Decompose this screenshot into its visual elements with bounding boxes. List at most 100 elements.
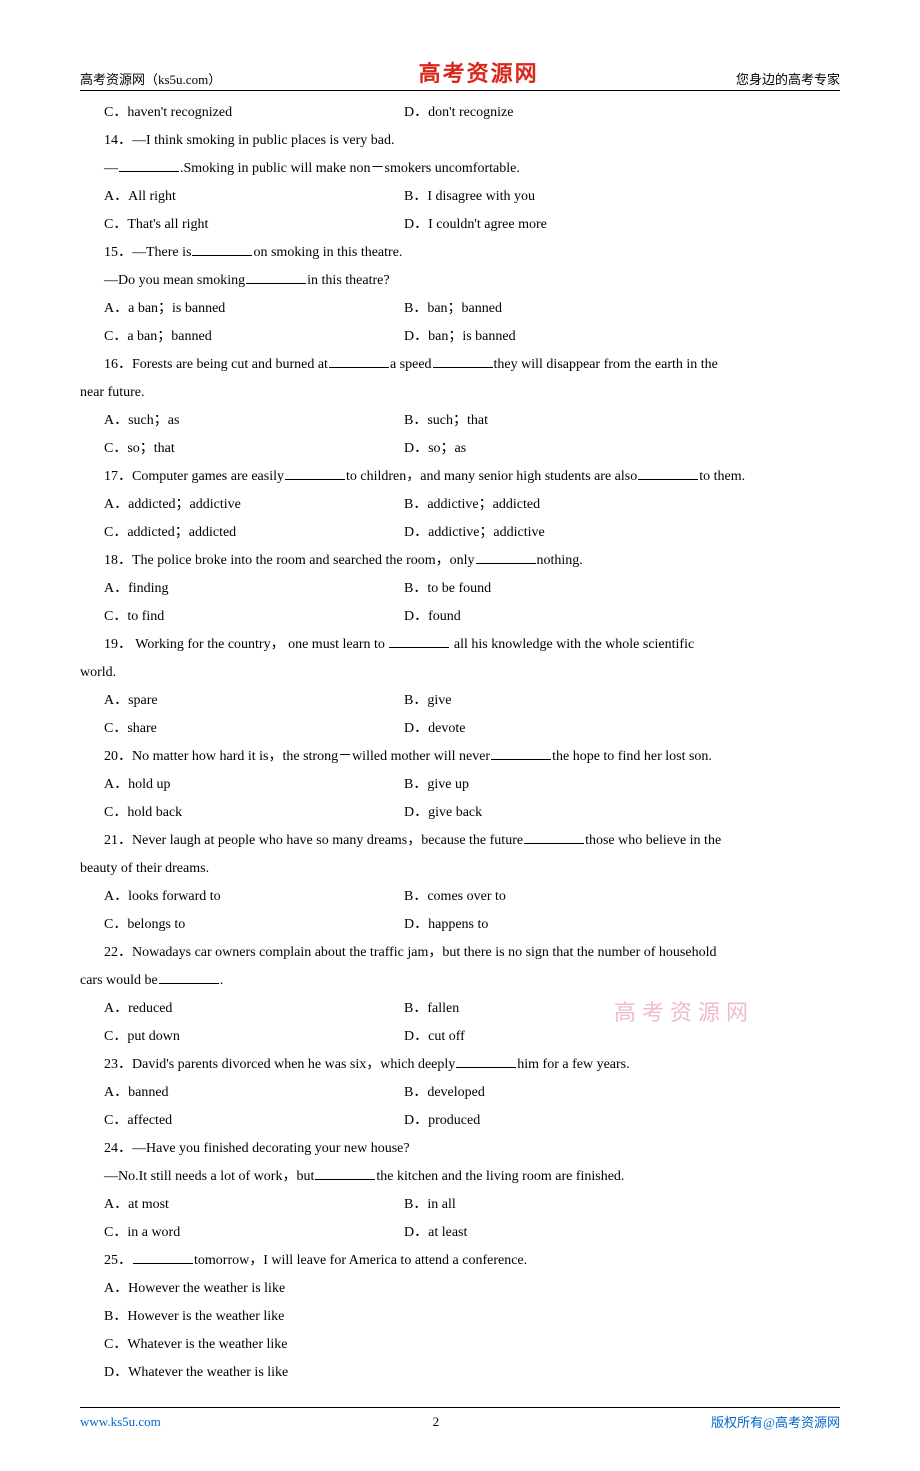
q16-option-c: C．so；that (104, 435, 404, 463)
q19-stem1: 19． Working for the country， one must le… (80, 631, 840, 659)
q21-stem1: 21．Never laugh at people who have so man… (80, 827, 840, 855)
q16-stem1c: they will disappear from the earth in th… (494, 357, 718, 372)
q17-stem1c: to them. (699, 469, 745, 484)
q15-options-cd: C．a ban；banned D．ban；is banned (104, 323, 840, 351)
q16-options-ab: A．such；as B．such；that (104, 407, 840, 435)
blank (476, 550, 536, 564)
blank (524, 830, 584, 844)
blank (456, 1054, 516, 1068)
q15-stem1b: on smoking in this theatre. (253, 245, 402, 260)
q17-stem1b: to children，and many senior high student… (346, 469, 637, 484)
q19-options-ab: A．spare B．give (104, 687, 840, 715)
q15-option-d: D．ban；is banned (404, 323, 840, 351)
q17-stem1a: 17．Computer games are easily (104, 469, 284, 484)
q16-options-cd: C．so；that D．so；as (104, 435, 840, 463)
footer-right-copyright: 版权所有@高考资源网 (711, 1412, 840, 1431)
blank (133, 1250, 193, 1264)
q22-stem2: cars would be. (80, 967, 840, 995)
q14-option-c: C．That's all right (104, 211, 404, 239)
blank (638, 466, 698, 480)
q20-option-c: C．hold back (104, 799, 404, 827)
q18-options-ab: A．finding B．to be found (104, 575, 840, 603)
q14-options-ab: A．All right B．I disagree with you (104, 183, 840, 211)
q14-options-cd: C．That's all right D．I couldn't agree mo… (104, 211, 840, 239)
q14-cont: — .Smoking in public will make non－smoker… (80, 155, 840, 183)
header-left-text: 高考资源网（ks5u.com） (80, 69, 221, 88)
q16-option-d: D．so；as (404, 435, 840, 463)
q24-stem2a: —No.It still needs a lot of work，but (104, 1169, 314, 1184)
q20-option-b: B．give up (404, 771, 840, 799)
q18-stem1a: 18．The police broke into the room and se… (104, 553, 475, 568)
q13-option-d: D．don't recognize (404, 99, 840, 127)
q16-stem1b: a speed (390, 357, 432, 372)
q24-option-a: A．at most (104, 1191, 404, 1219)
q19-option-a: A．spare (104, 687, 404, 715)
q18-stem1b: nothing. (537, 553, 583, 568)
q16-stem2: near future. (80, 379, 840, 407)
q20-options-cd: C．hold back D．give back (104, 799, 840, 827)
q24-options-cd: C．in a word D．at least (104, 1219, 840, 1247)
blank (246, 270, 306, 284)
q24-option-b: B．in all (404, 1191, 840, 1219)
blank (119, 158, 179, 172)
header-right-text: 您身边的高考专家 (736, 69, 840, 88)
q20-option-a: A．hold up (104, 771, 404, 799)
q14-option-d: D．I couldn't agree more (404, 211, 840, 239)
q25-stem1b: tomorrow，I will leave for America to att… (194, 1253, 527, 1268)
q20-options-ab: A．hold up B．give up (104, 771, 840, 799)
blank (285, 466, 345, 480)
q21-option-b: B．comes over to (404, 883, 840, 911)
footer-left-url: www.ks5u.com (80, 1414, 161, 1430)
q14-cont-a: — (104, 161, 118, 176)
q24-stem2b: the kitchen and the living room are fini… (376, 1169, 624, 1184)
q21-options-cd: C．belongs to D．happens to (104, 911, 840, 939)
q24-stem2: —No.It still needs a lot of work，but the … (80, 1163, 840, 1191)
blank (329, 354, 389, 368)
q19-options-cd: C．share D．devote (104, 715, 840, 743)
blank (389, 634, 449, 648)
q23-stem1a: 23．David's parents divorced when he was … (104, 1057, 455, 1072)
header-center-logo: 高考资源网 (419, 56, 539, 88)
q19-option-d: D．devote (404, 715, 840, 743)
q22-option-c: C．put down (104, 1023, 404, 1051)
q14-cont-b: .Smoking in public will make non－smokers… (180, 161, 520, 176)
q23-option-d: D．produced (404, 1107, 840, 1135)
q14-option-b: B．I disagree with you (404, 183, 840, 211)
q18-option-b: B．to be found (404, 575, 840, 603)
q25-option-a: A．However the weather is like (104, 1275, 840, 1303)
q25-stem1a: 25． (104, 1253, 132, 1268)
q17-options-ab: A．addicted；addictive B．addictive；addicte… (104, 491, 840, 519)
q17-option-a: A．addicted；addictive (104, 491, 404, 519)
q19-option-b: B．give (404, 687, 840, 715)
q15-option-a: A．a ban；is banned (104, 295, 404, 323)
q22-stem2a: cars would be (80, 973, 158, 988)
q15-options-ab: A．a ban；is banned B．ban；banned (104, 295, 840, 323)
q20-option-d: D．give back (404, 799, 840, 827)
blank (315, 1166, 375, 1180)
q22-stem2b: . (220, 973, 224, 988)
q18-option-d: D．found (404, 603, 840, 631)
q16-stem1: 16．Forests are being cut and burned ata … (80, 351, 840, 379)
q18-options-cd: C．to find D．found (104, 603, 840, 631)
page-footer: www.ks5u.com 2 版权所有@高考资源网 (80, 1407, 840, 1431)
q13-option-c: C．haven't recognized (104, 99, 404, 127)
q23-options-ab: A．banned B．developed (104, 1079, 840, 1107)
q23-stem1b: him for a few years. (517, 1057, 629, 1072)
q15-stem2: —Do you mean smokingin this theatre? (80, 267, 840, 295)
q24-option-d: D．at least (404, 1219, 840, 1247)
q21-option-d: D．happens to (404, 911, 840, 939)
blank (192, 242, 252, 256)
q14-stem: 14．—I think smoking in public places is … (80, 127, 840, 155)
q23-stem: 23．David's parents divorced when he was … (80, 1051, 840, 1079)
q15-stem1: 15．—There ison smoking in this theatre. (80, 239, 840, 267)
q22-option-a: A．reduced (104, 995, 404, 1023)
page-header: 高考资源网（ks5u.com） 高考资源网 您身边的高考专家 (80, 56, 840, 91)
q25-stem: 25． tomorrow，I will leave for America to … (80, 1247, 840, 1275)
q15-stem2a: —Do you mean smoking (104, 273, 245, 288)
q24-stem1: 24．—Have you finished decorating your ne… (80, 1135, 840, 1163)
q23-option-a: A．banned (104, 1079, 404, 1107)
footer-page-number: 2 (433, 1414, 440, 1430)
blank (433, 354, 493, 368)
q20-stem1a: 20．No matter how hard it is，the strong－w… (104, 749, 490, 764)
q20-stem1b: the hope to find her lost son. (552, 749, 712, 764)
